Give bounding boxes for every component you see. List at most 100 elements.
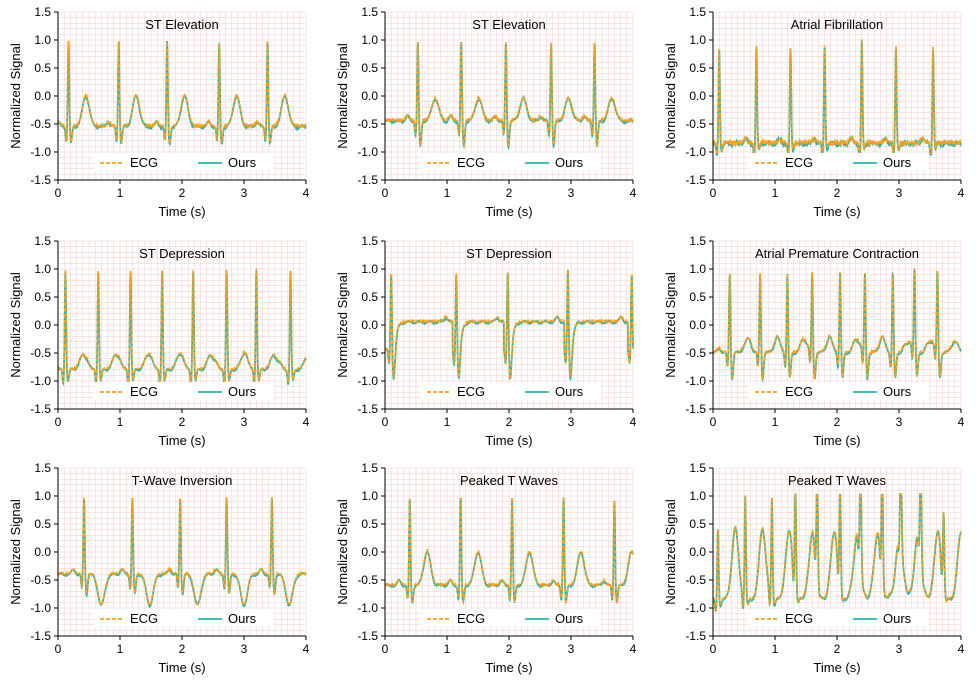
legend: ECG Ours: [749, 609, 929, 627]
x-tick-label: 0: [710, 642, 717, 656]
y-tick-label: -1.0: [357, 601, 378, 615]
x-tick-label: 4: [303, 186, 310, 200]
x-tick-label: 0: [55, 415, 62, 429]
chart-panel-3: 1.5 1.0 0.5 0.0 -0.5 -1.0 -1.5 0 1 2 3 4 Time (s) Nor…: [663, 5, 965, 219]
y-tick-label: 0.0: [34, 89, 51, 103]
x-tick-label: 0: [382, 186, 389, 200]
chart-title: ST Depression: [466, 246, 552, 261]
legend-box: [421, 153, 601, 171]
series-ecg-line: [57, 40, 307, 147]
chart-panel-4: 1.5 1.0 0.5 0.0 -0.5 -1.0 -1.5 0 1 2 3 4 Time (s) Nor…: [8, 234, 310, 448]
y-tick-label: 0.0: [689, 545, 706, 559]
x-tick-label: 4: [630, 186, 637, 200]
y-axis-label: Normalized Signal: [663, 272, 678, 378]
chart-title: Atrial Fibrillation: [791, 17, 883, 32]
x-axis-label: Time (s): [485, 433, 532, 448]
y-tick-label: 0.0: [361, 318, 378, 332]
y-axis-label: Normalized Signal: [335, 272, 350, 378]
y-tick-label: 0.5: [34, 290, 51, 304]
x-tick-label: 1: [444, 642, 451, 656]
legend-ours-label: Ours: [555, 155, 584, 170]
legend-box: [749, 382, 929, 400]
legend: ECG Ours: [421, 153, 601, 171]
y-tick-label: -0.5: [685, 573, 706, 587]
legend-ecg-label: ECG: [785, 611, 813, 626]
x-tick-label: 2: [834, 186, 841, 200]
chart-panel-1: 1.5 1.0 0.5 0.0 -0.5 -1.0 -1.5 0 1 2 3 4 Time (s) Nor…: [8, 5, 310, 219]
series-ecg-line: [57, 496, 307, 607]
y-tick-label: 1.0: [689, 262, 706, 276]
x-tick-label: 3: [568, 415, 575, 429]
y-tick-label: 1.0: [689, 33, 706, 47]
y-tick-label: 0.0: [361, 89, 378, 103]
x-tick-label: 1: [444, 415, 451, 429]
x-tick-label: 2: [834, 415, 841, 429]
y-tick-label: 0.5: [689, 61, 706, 75]
y-tick-label: -1.0: [685, 374, 706, 388]
legend-ecg-label: ECG: [130, 155, 158, 170]
y-tick-label: -1.5: [685, 629, 706, 643]
legend-box: [749, 153, 929, 171]
y-tick-label: -1.5: [685, 402, 706, 416]
x-tick-label: 2: [179, 186, 186, 200]
grid: [712, 240, 962, 410]
y-tick-label: -1.0: [357, 145, 378, 159]
x-tick-label: 3: [896, 186, 903, 200]
x-tick-label: 0: [382, 642, 389, 656]
legend-ecg-label: ECG: [785, 384, 813, 399]
legend-box: [94, 153, 274, 171]
y-tick-label: -1.0: [30, 374, 51, 388]
legend-box: [421, 609, 601, 627]
y-tick-label: -0.5: [685, 346, 706, 360]
y-tick-label: 1.5: [34, 234, 51, 248]
series-ecg-line: [384, 496, 634, 605]
chart-title: ST Elevation: [145, 17, 218, 32]
y-tick-label: 0.5: [361, 517, 378, 531]
y-tick-label: 1.5: [361, 5, 378, 19]
legend: ECG Ours: [421, 382, 601, 400]
legend-ecg-label: ECG: [130, 611, 158, 626]
legend-ours-label: Ours: [883, 384, 912, 399]
y-tick-label: 0.0: [689, 318, 706, 332]
x-tick-label: 1: [772, 415, 779, 429]
series-ours-line: [57, 270, 307, 387]
grid: [712, 11, 962, 181]
y-tick-label: 1.5: [689, 461, 706, 475]
legend: ECG Ours: [94, 382, 274, 400]
x-tick-label: 4: [958, 642, 965, 656]
y-tick-label: -1.0: [685, 145, 706, 159]
x-tick-label: 1: [444, 186, 451, 200]
y-tick-label: -1.0: [30, 145, 51, 159]
legend: ECG Ours: [421, 609, 601, 627]
y-tick-label: -1.5: [30, 173, 51, 187]
legend-ours-label: Ours: [883, 611, 912, 626]
y-tick-label: -1.5: [357, 629, 378, 643]
y-tick-label: -0.5: [357, 573, 378, 587]
y-tick-label: 0.5: [34, 517, 51, 531]
y-tick-label: 0.0: [689, 89, 706, 103]
legend-box: [749, 609, 929, 627]
y-tick-label: -0.5: [30, 346, 51, 360]
x-tick-label: 2: [506, 415, 513, 429]
x-tick-label: 0: [710, 186, 717, 200]
series-ecg-line: [384, 41, 634, 149]
y-tick-label: 1.0: [361, 33, 378, 47]
chart-panel-6: 1.5 1.0 0.5 0.0 -0.5 -1.0 -1.5 0 1 2 3 4 Time (s) Nor…: [663, 234, 965, 448]
x-tick-label: 3: [568, 186, 575, 200]
legend-ecg-label: ECG: [457, 611, 485, 626]
series-ecg-line: [57, 268, 307, 386]
x-axis-label: Time (s): [158, 204, 205, 219]
series-ecg-line: [712, 493, 962, 611]
x-tick-label: 0: [55, 186, 62, 200]
x-tick-label: 3: [241, 186, 248, 200]
y-axis-label: Normalized Signal: [663, 43, 678, 149]
x-tick-label: 3: [896, 642, 903, 656]
legend-ours-label: Ours: [555, 384, 584, 399]
x-tick-label: 4: [303, 415, 310, 429]
legend-ours-label: Ours: [228, 155, 257, 170]
x-axis-label: Time (s): [485, 660, 532, 675]
legend: ECG Ours: [94, 609, 274, 627]
x-tick-label: 4: [303, 642, 310, 656]
y-tick-label: -0.5: [30, 117, 51, 131]
